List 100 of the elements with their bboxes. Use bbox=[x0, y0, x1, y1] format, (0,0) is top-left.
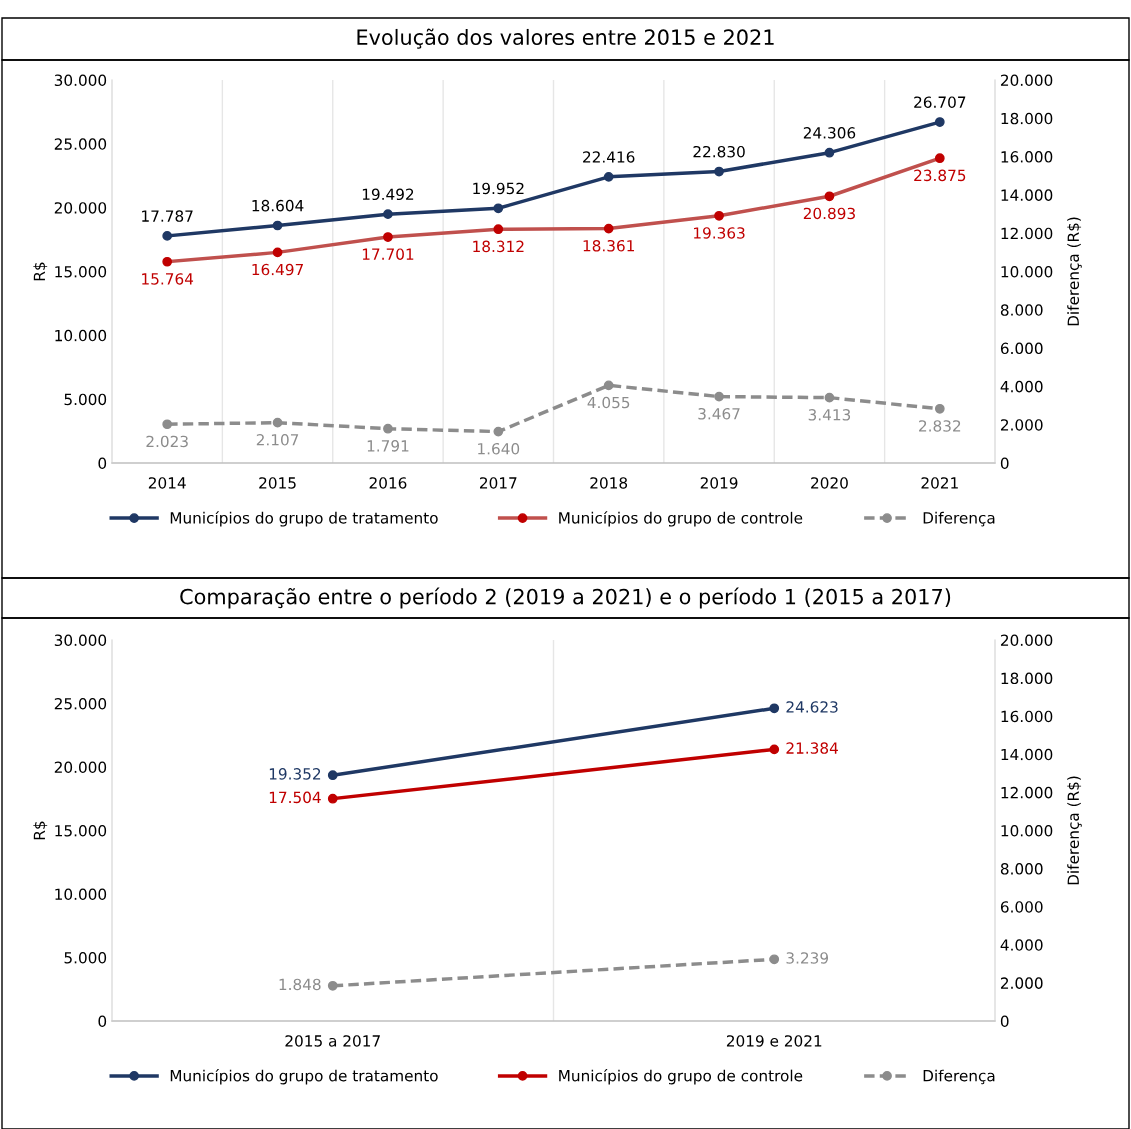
point bbox=[824, 392, 835, 403]
data-label: 17.787 bbox=[142, 210, 193, 222]
y2-tick-label: 10.000 bbox=[1001, 265, 1053, 278]
y2-tick-label: 4.000 bbox=[1000, 939, 1043, 951]
x-tick-label: 2021 bbox=[921, 477, 958, 489]
point bbox=[603, 171, 614, 182]
point bbox=[603, 380, 614, 391]
y2-tick-label: 16.000 bbox=[1001, 151, 1053, 163]
chart-title: Comparação entre o período 2 (2019 a 2021) e o período 1 (2015 a 2017) bbox=[180, 587, 951, 609]
y-tick-label: 25.000 bbox=[54, 138, 107, 150]
y2-tick-label: 14.000 bbox=[1001, 189, 1053, 201]
y2-tick-label: 18.000 bbox=[1001, 112, 1053, 125]
legend-label: Municípios do grupo de tratamento bbox=[170, 511, 438, 527]
point bbox=[824, 147, 835, 158]
data-label: 16.497 bbox=[252, 263, 303, 276]
point bbox=[327, 793, 338, 804]
data-label: 20.893 bbox=[803, 207, 855, 220]
y2-tick-label: 6.000 bbox=[1000, 342, 1043, 355]
point bbox=[493, 203, 504, 214]
x-tick-label: 2019 e 2021 bbox=[726, 1035, 822, 1047]
point bbox=[769, 703, 780, 714]
data-label: 23.875 bbox=[914, 169, 966, 182]
y2-tick-label: 6.000 bbox=[1000, 901, 1043, 913]
point bbox=[162, 231, 173, 241]
data-label: 19.492 bbox=[362, 188, 414, 201]
x-tick-label: 2018 bbox=[590, 477, 628, 489]
data-label: 17.701 bbox=[362, 248, 414, 260]
y-tick-label: 10.000 bbox=[55, 329, 107, 342]
legend-label: Diferença bbox=[923, 1069, 995, 1085]
data-label: 3.413 bbox=[808, 409, 851, 421]
data-label: 24.623 bbox=[786, 701, 838, 713]
y-tick-label: 25.000 bbox=[54, 697, 107, 710]
data-label: 4.055 bbox=[587, 396, 630, 409]
legend-label: Municípios do grupo de controle bbox=[559, 511, 803, 527]
point bbox=[934, 403, 945, 414]
x-tick-label: 2015 a 2017 bbox=[285, 1035, 380, 1047]
y-axis-title: R$ bbox=[33, 821, 48, 840]
data-label: 21.384 bbox=[786, 742, 838, 754]
chart-title: Evolução dos valores entre 2015 e 2021 bbox=[357, 28, 774, 49]
data-label: 2.107 bbox=[256, 434, 299, 446]
data-label: 1.640 bbox=[478, 442, 520, 455]
point bbox=[383, 423, 393, 434]
legend-label: Diferença bbox=[923, 511, 995, 527]
point bbox=[493, 426, 504, 437]
y-tick-label: 30.000 bbox=[54, 634, 107, 647]
y-tick-label: 20.000 bbox=[54, 202, 107, 214]
data-label: 15.764 bbox=[142, 273, 194, 285]
y2-axis-title: Diferença (R$) bbox=[1067, 217, 1082, 326]
point bbox=[272, 417, 283, 428]
data-label: 18.312 bbox=[473, 240, 524, 253]
y2-tick-label: 2.000 bbox=[1000, 977, 1043, 989]
y2-tick-label: 12.000 bbox=[1001, 227, 1053, 240]
point bbox=[714, 391, 724, 402]
legend-label: Municípios do grupo de controle bbox=[559, 1069, 803, 1085]
y2-tick-label: 8.000 bbox=[1000, 304, 1043, 316]
point bbox=[934, 117, 945, 127]
data-label: 22.416 bbox=[583, 151, 635, 163]
data-label: 19.363 bbox=[694, 227, 745, 239]
y2-tick-label: 8.000 bbox=[1000, 863, 1043, 875]
data-label: 18.604 bbox=[252, 199, 304, 212]
point bbox=[272, 220, 283, 231]
y2-tick-label: 20.000 bbox=[1000, 634, 1053, 647]
data-label: 1.791 bbox=[367, 440, 409, 452]
x-tick-label: 2014 bbox=[148, 477, 186, 489]
data-label: 17.504 bbox=[269, 791, 321, 804]
y2-tick-label: 18.000 bbox=[1001, 672, 1053, 685]
y2-tick-label: 20.000 bbox=[1000, 74, 1053, 87]
data-label: 26.707 bbox=[914, 96, 966, 108]
x-tick-label: 2015 bbox=[259, 477, 296, 489]
y2-tick-label: 4.000 bbox=[1000, 380, 1043, 393]
data-label: 2.832 bbox=[919, 420, 961, 432]
legend-label: Municípios do grupo de tratamento bbox=[170, 1069, 438, 1085]
y-tick-label: 15.000 bbox=[55, 265, 107, 278]
y2-tick-label: 16.000 bbox=[1001, 710, 1053, 723]
y-tick-label: 0 bbox=[98, 1015, 107, 1028]
y-tick-label: 20.000 bbox=[54, 761, 107, 774]
point bbox=[714, 166, 724, 177]
point bbox=[162, 419, 173, 430]
y2-tick-label: 0 bbox=[1000, 1015, 1009, 1028]
x-tick-label: 2020 bbox=[811, 477, 848, 489]
y-tick-label: 15.000 bbox=[55, 824, 107, 837]
y-axis-title: R$ bbox=[33, 262, 48, 281]
point bbox=[327, 770, 338, 781]
data-label: 18.361 bbox=[583, 239, 635, 252]
y2-axis-title: Diferença (R$) bbox=[1067, 776, 1082, 885]
y-tick-label: 0 bbox=[98, 457, 107, 470]
x-tick-label: 2016 bbox=[369, 477, 407, 489]
x-tick-label: 2019 bbox=[700, 477, 738, 489]
y2-tick-label: 10.000 bbox=[1001, 824, 1053, 837]
data-label: 1.848 bbox=[279, 978, 321, 991]
y2-tick-label: 12.000 bbox=[1001, 786, 1053, 799]
data-label: 3.467 bbox=[698, 407, 740, 420]
point bbox=[383, 209, 393, 220]
data-label: 22.830 bbox=[693, 145, 745, 158]
y2-tick-label: 0 bbox=[1000, 457, 1009, 470]
y2-tick-label: 14.000 bbox=[1001, 748, 1053, 761]
y-tick-label: 10.000 bbox=[55, 888, 107, 901]
x-tick-label: 2017 bbox=[479, 477, 517, 489]
data-label: 24.306 bbox=[803, 127, 856, 139]
y-tick-label: 5.000 bbox=[64, 951, 107, 964]
